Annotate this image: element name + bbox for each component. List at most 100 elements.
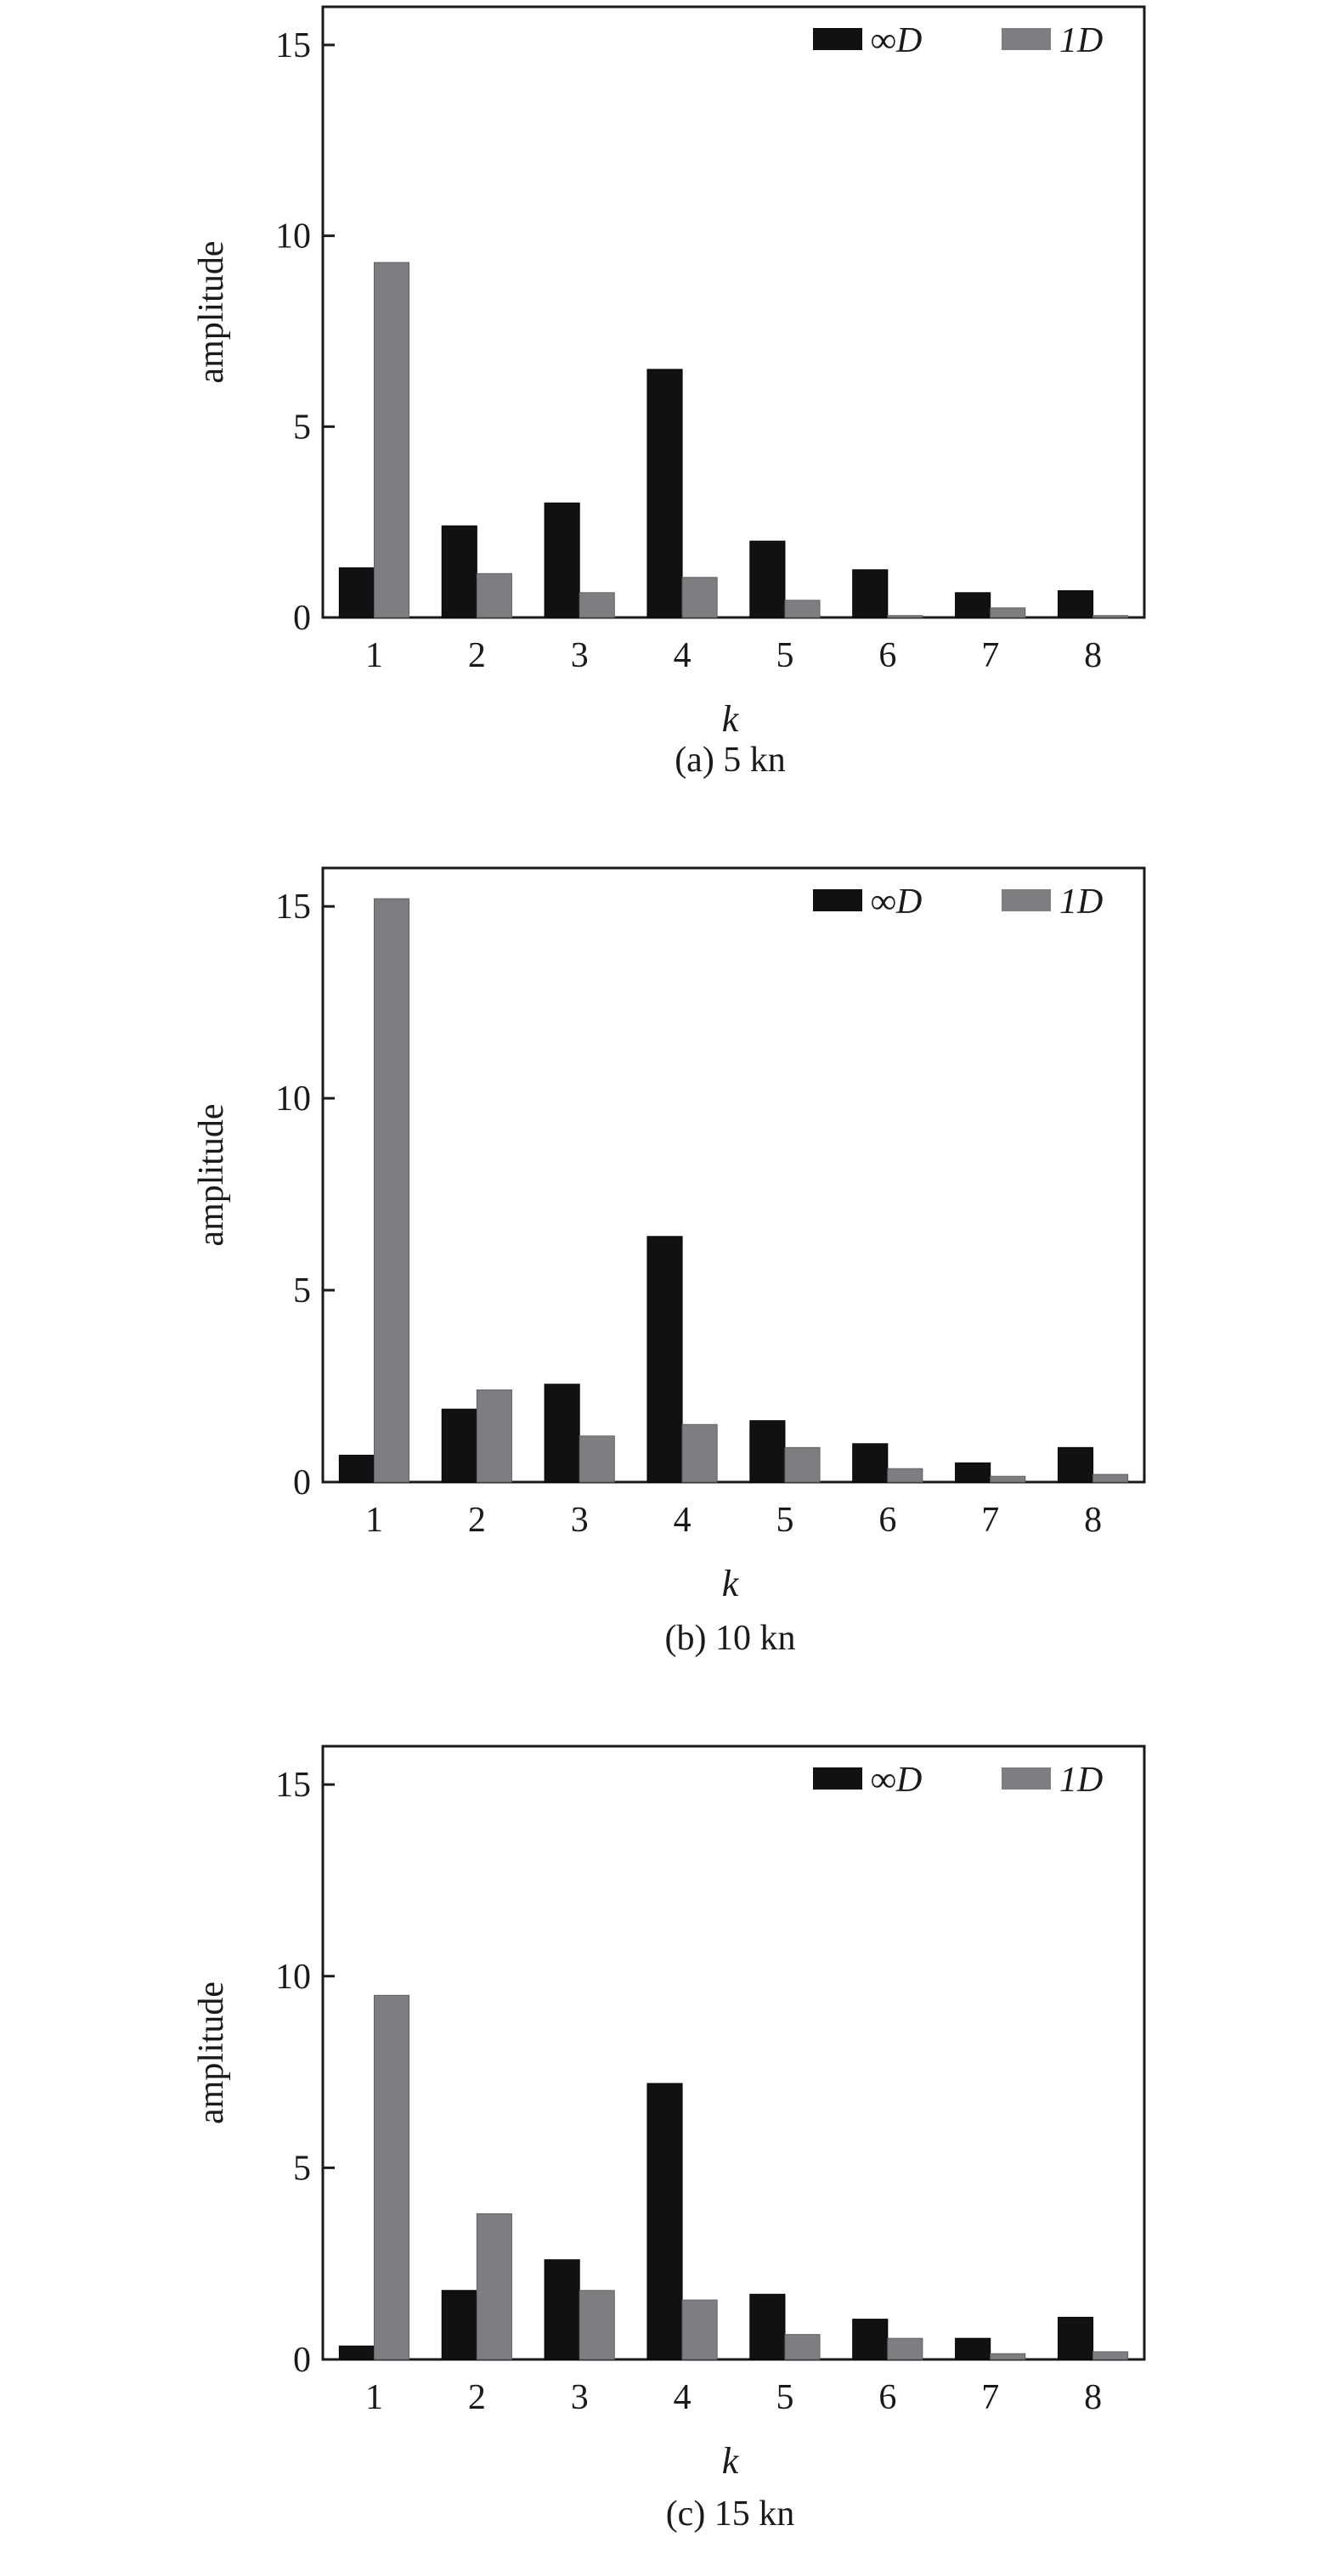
x-axis-title: k (722, 2440, 740, 2482)
legend-label-1d: 1D (1059, 1761, 1103, 1800)
bar-1d-k3 (579, 592, 615, 618)
x-tick-label: 3 (571, 2378, 589, 2417)
legend-label-inf-d: ∞D (871, 21, 922, 60)
bar-inf-d-k6 (852, 2319, 889, 2360)
x-tick-label: 4 (674, 1501, 692, 1540)
plot-frame (321, 866, 1146, 1484)
bar-1d-k5 (784, 2334, 821, 2360)
bar-1d-k3 (579, 1435, 615, 1483)
legend-swatch-inf-d (813, 889, 862, 911)
x-tick-label: 6 (878, 1501, 896, 1540)
bar-inf-d-k3 (544, 1384, 580, 1483)
x-tick-label: 5 (776, 2378, 793, 2417)
legend-label-inf-d: ∞D (871, 1761, 922, 1800)
x-tick-label: 8 (1084, 1501, 1102, 1540)
bar-1d-k2 (476, 2213, 512, 2360)
y-tick-label: 10 (275, 1079, 311, 1119)
x-axis-title: k (722, 698, 740, 740)
legend-swatch-inf-d (813, 1767, 862, 1790)
plot-frame (321, 5, 1146, 619)
legend-swatch-1d (1002, 28, 1051, 50)
bar-1d-k7 (990, 607, 1026, 618)
bar-inf-d-k5 (749, 540, 786, 618)
plot-frame (321, 1745, 1146, 2361)
bar-1d-k6 (887, 1468, 923, 1483)
bar-1d-k1 (373, 262, 410, 618)
x-tick-label: 2 (468, 2378, 486, 2417)
bar-1d-k4 (681, 1423, 718, 1483)
bar-1d-k1 (373, 1994, 410, 2360)
y-axis-title: amplitude (192, 1104, 231, 1247)
bar-inf-d-k7 (955, 592, 991, 618)
x-tick-label: 3 (571, 636, 589, 675)
y-tick-label: 0 (293, 1463, 311, 1502)
bar-1d-k7 (990, 2353, 1026, 2360)
bar-1d-k5 (784, 1446, 821, 1483)
bar-1d-k4 (681, 577, 718, 618)
x-tick-label: 1 (365, 2378, 383, 2417)
x-tick-label: 4 (674, 636, 692, 675)
bar-inf-d-k6 (852, 569, 889, 618)
x-tick-label: 7 (981, 1501, 999, 1540)
x-tick-label: 6 (878, 2378, 896, 2417)
x-tick-label: 7 (981, 2378, 999, 2417)
y-tick-label: 15 (275, 888, 311, 927)
chart-panel-1: 0 5 10 15 amplitude 1 2 3 4 5 6 7 8 k(a) 5 kn ∞D 1D (192, 5, 1146, 780)
y-tick-label: 5 (293, 2149, 311, 2188)
x-tick-label: 2 (468, 636, 486, 675)
x-tick-label: 1 (365, 1501, 383, 1540)
bar-inf-d-k6 (852, 1443, 889, 1483)
bar-inf-d-k8 (1057, 2316, 1094, 2360)
legend-swatch-inf-d (813, 28, 862, 50)
bar-inf-d-k5 (749, 1420, 786, 1483)
x-tick-label: 8 (1084, 2378, 1102, 2417)
x-tick-label: 2 (468, 1501, 486, 1540)
panel-caption: (a) 5 kn (675, 741, 786, 780)
bar-inf-d-k1 (338, 567, 375, 618)
bar-inf-d-k2 (441, 2290, 477, 2360)
y-tick-label: 10 (275, 217, 311, 256)
x-tick-label: 5 (776, 1501, 793, 1540)
bar-inf-d-k2 (441, 525, 477, 618)
bar-1d-k5 (784, 600, 821, 618)
bar-1d-k2 (476, 572, 512, 618)
legend-swatch-1d (1002, 1767, 1051, 1790)
bar-inf-d-k3 (544, 502, 580, 618)
bar-inf-d-k7 (955, 2337, 991, 2360)
x-tick-label: 4 (674, 2378, 692, 2417)
y-tick-label: 5 (293, 1271, 311, 1311)
y-tick-label: 0 (293, 2341, 311, 2380)
x-tick-label: 3 (571, 1501, 589, 1540)
bar-inf-d-k4 (646, 369, 683, 618)
chart-panel-2: 0 5 10 15 amplitude 1 2 3 4 5 6 7 8 k (b) 10 kn ∞D 1D (192, 866, 1146, 1658)
y-tick-label: 15 (275, 1766, 311, 1805)
bar-1d-k4 (681, 2299, 718, 2360)
x-tick-label: 8 (1084, 636, 1102, 675)
bar-inf-d-k8 (1057, 590, 1094, 618)
bar-inf-d-k7 (955, 1462, 991, 1483)
legend-label-inf-d: ∞D (871, 882, 922, 922)
x-tick-label: 1 (365, 636, 383, 675)
bar-1d-k3 (579, 2290, 615, 2360)
bar-inf-d-k1 (338, 2345, 375, 2360)
y-tick-label: 10 (275, 1958, 311, 1997)
bar-inf-d-k1 (338, 1454, 375, 1483)
bar-inf-d-k3 (544, 2259, 580, 2360)
legend-label-1d: 1D (1059, 882, 1103, 922)
bar-1d-k6 (887, 2337, 923, 2360)
x-tick-label: 7 (981, 636, 999, 675)
y-tick-label: 0 (293, 599, 311, 638)
bar-1d-k6 (887, 615, 923, 618)
bar-inf-d-k8 (1057, 1446, 1094, 1483)
bar-1d-k8 (1092, 615, 1129, 618)
bar-1d-k7 (990, 1475, 1026, 1483)
y-axis-title: amplitude (192, 1981, 231, 2124)
bar-1d-k2 (476, 1389, 512, 1483)
x-tick-label: 6 (878, 636, 896, 675)
x-axis-title: k (722, 1563, 740, 1604)
legend-label-1d: 1D (1059, 21, 1103, 60)
y-tick-label: 15 (275, 26, 311, 65)
panel-caption: (c) 15 kn (666, 2494, 795, 2534)
legend-swatch-1d (1002, 889, 1051, 911)
